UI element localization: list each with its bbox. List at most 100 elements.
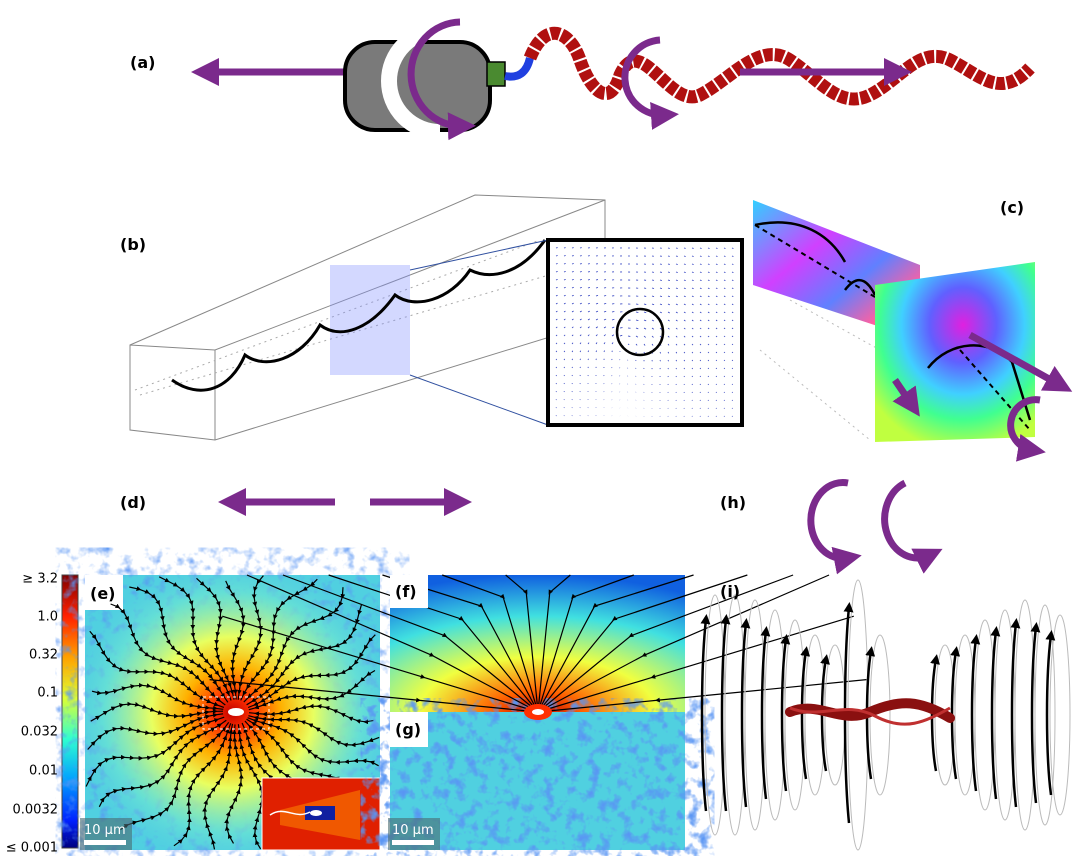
shape-line (715, 263, 718, 265)
shape-line (555, 263, 558, 265)
shape-path (700, 614, 711, 812)
shape-line (563, 294, 566, 297)
scale-bar-label: 10 μm (392, 823, 434, 838)
shape-line (683, 343, 686, 346)
shape-line (611, 326, 615, 329)
shape-line (555, 318, 558, 321)
shape-line (723, 295, 726, 298)
shape-line (587, 350, 590, 353)
shape-line (563, 271, 566, 273)
shape-line (723, 319, 726, 322)
shape-line (555, 342, 558, 345)
shape-line (667, 287, 670, 290)
shape-line (667, 319, 670, 322)
panel-label: (i) (720, 582, 740, 601)
shape-path (248, 669, 376, 711)
shape-path (789, 706, 951, 726)
shape-line (555, 334, 558, 337)
shape-line (691, 359, 694, 362)
shape-rect (61, 574, 79, 849)
shape-line (675, 351, 678, 354)
shape-line (731, 415, 733, 417)
shape-line (579, 286, 582, 289)
shape-line (571, 350, 574, 353)
shape-line (675, 311, 678, 314)
shape-line (635, 335, 639, 338)
shape-line (595, 342, 598, 345)
shape-line (563, 366, 565, 369)
shape-line (723, 263, 726, 265)
shape-line (659, 327, 662, 330)
shape-line (707, 343, 710, 346)
colorbar-label: 0.01 (29, 764, 58, 779)
shape-line (731, 255, 734, 257)
shape-line (579, 358, 581, 361)
shape-path (537, 574, 694, 713)
colorbar-label: ≥ 3.2 (22, 572, 58, 587)
shape-line (715, 319, 718, 322)
shape-line (659, 335, 662, 338)
shape-line (643, 303, 647, 305)
shape-line (691, 295, 694, 298)
shape-rect (202, 696, 270, 730)
shape-line (563, 310, 566, 313)
shape-path (800, 646, 811, 780)
shape-path (282, 574, 539, 713)
shape-line (683, 367, 685, 370)
shape-line (643, 335, 646, 338)
shape-line (691, 287, 694, 290)
shape-line (699, 279, 702, 282)
shape-line (691, 367, 693, 370)
panel-e (80, 575, 381, 851)
shape-line (675, 335, 678, 338)
panel-b (129, 194, 744, 441)
shape-line (707, 367, 710, 370)
shape-line (723, 279, 726, 282)
shape-line (723, 287, 726, 290)
shape-line (715, 383, 717, 386)
panel-label: (d) (120, 493, 146, 512)
shape-path (759, 299, 881, 441)
shape-path (970, 634, 981, 792)
shape-line (731, 343, 734, 346)
shape-line (715, 407, 717, 409)
shape-path (1030, 622, 1041, 804)
shape-line (579, 350, 582, 353)
colorbar-label: ≤ 0.001 (6, 841, 58, 856)
shape-line (651, 295, 655, 297)
shape-line (595, 326, 598, 329)
colorbar-label: 1.0 (37, 610, 58, 625)
shape-line (667, 343, 670, 346)
shape-line (968, 331, 1073, 392)
shape-line (651, 319, 655, 322)
shape-line (579, 294, 582, 297)
shape-line (659, 311, 663, 314)
shape-line (563, 358, 566, 361)
shape-line (667, 311, 670, 314)
shape-line (595, 295, 599, 297)
shape-line (635, 319, 639, 322)
shape-line (555, 278, 558, 281)
shape-line (611, 318, 615, 321)
shape-line (691, 279, 694, 282)
colorbar (61, 574, 79, 849)
shape-line (699, 255, 702, 257)
shape-line (587, 287, 591, 289)
shape-line (579, 271, 582, 273)
shape-line (723, 335, 726, 338)
shape-path (930, 654, 940, 772)
shape-line (707, 287, 710, 290)
shape-path (537, 574, 830, 713)
shape-path (171, 239, 547, 392)
shape-line (643, 319, 647, 322)
panel-label: (e) (90, 584, 115, 603)
shape-path (537, 574, 571, 713)
shape-line (723, 255, 726, 257)
shape-line (555, 382, 557, 385)
shape-line (715, 399, 717, 401)
shape-path (407, 18, 476, 141)
shape-line (723, 303, 726, 306)
shape-line (603, 326, 607, 329)
panel-label: (g) (395, 720, 421, 739)
shape-line (892, 378, 920, 417)
